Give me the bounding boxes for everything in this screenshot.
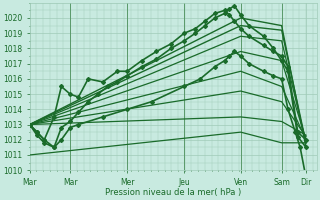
X-axis label: Pression niveau de la mer( hPa ): Pression niveau de la mer( hPa ) [105,188,242,197]
